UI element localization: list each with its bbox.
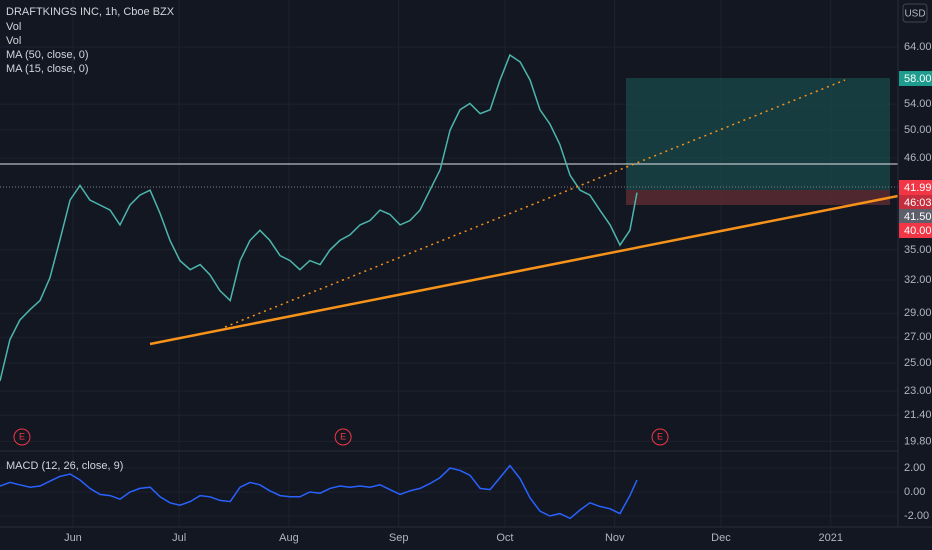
currency-button[interactable] — [902, 3, 928, 23]
target-label: 58.00 — [904, 73, 932, 85]
x-tick-label: Nov — [605, 532, 625, 544]
event-marker — [334, 428, 352, 446]
last-label: 41.50 — [904, 211, 932, 223]
y-tick-label: 50.00 — [904, 124, 932, 136]
event-label: E — [340, 431, 346, 441]
stop-label-box — [899, 223, 932, 238]
x-tick-label: Dec — [711, 532, 731, 544]
profit-zone — [626, 78, 890, 190]
macd-title: MACD (12, 26, close, 9) — [6, 460, 123, 472]
x-tick-label: 2021 — [818, 532, 842, 544]
y-tick-label: 64.00 — [904, 41, 932, 53]
event-label: E — [19, 431, 25, 441]
y-tick-label: 0.00 — [904, 486, 925, 498]
y-tick-label: 25.00 — [904, 357, 932, 369]
x-tick-label: Jun — [64, 532, 82, 544]
event-marker — [651, 428, 669, 446]
y-tick-label: 46.00 — [904, 152, 932, 164]
legend-entry: Vol — [6, 35, 21, 47]
legend-entry: MA (15, close, 0) — [6, 63, 89, 75]
chart-title: DRAFTKINGS INC, 1h, Cboe BZX — [6, 6, 175, 18]
plot — [0, 53, 638, 520]
y-tick-label: 35.00 — [904, 244, 932, 256]
legend-entry: Vol — [6, 21, 21, 33]
price-line — [0, 464, 638, 520]
y-tick-label: -2.00 — [904, 510, 929, 522]
legend-entry: MA (50, close, 0) — [6, 49, 89, 61]
entry-label-box — [899, 180, 932, 195]
entry-label: 41.99 — [904, 182, 932, 194]
x-tick-label: Sep — [389, 532, 409, 544]
y-tick-label: 21.40 — [904, 409, 932, 421]
target-label-box — [899, 71, 932, 86]
event-marker — [13, 428, 31, 446]
y-tick-label: 27.00 — [904, 331, 932, 343]
loss-zone — [626, 190, 890, 205]
last-label-box — [899, 209, 932, 224]
x-tick-label: Oct — [496, 532, 513, 544]
x-tick-label: Jul — [172, 532, 186, 544]
trend-line — [149, 194, 899, 346]
event-label: E — [657, 431, 663, 441]
x-tick-label: Aug — [279, 532, 299, 544]
y-tick-label: 54.00 — [904, 98, 932, 110]
y-tick-label: 19.80 — [904, 435, 932, 447]
countdown-box — [899, 195, 932, 210]
y-tick-label: 32.00 — [904, 274, 932, 286]
y-tick-label: 23.00 — [904, 385, 932, 397]
y-tick-label: 2.00 — [904, 462, 925, 474]
currency[interactable]: USD — [904, 9, 925, 20]
price-line — [0, 53, 638, 382]
countdown: 46:03 — [904, 197, 932, 209]
stop-label: 40.00 — [904, 225, 932, 237]
y-tick-label: 29.00 — [904, 307, 932, 319]
